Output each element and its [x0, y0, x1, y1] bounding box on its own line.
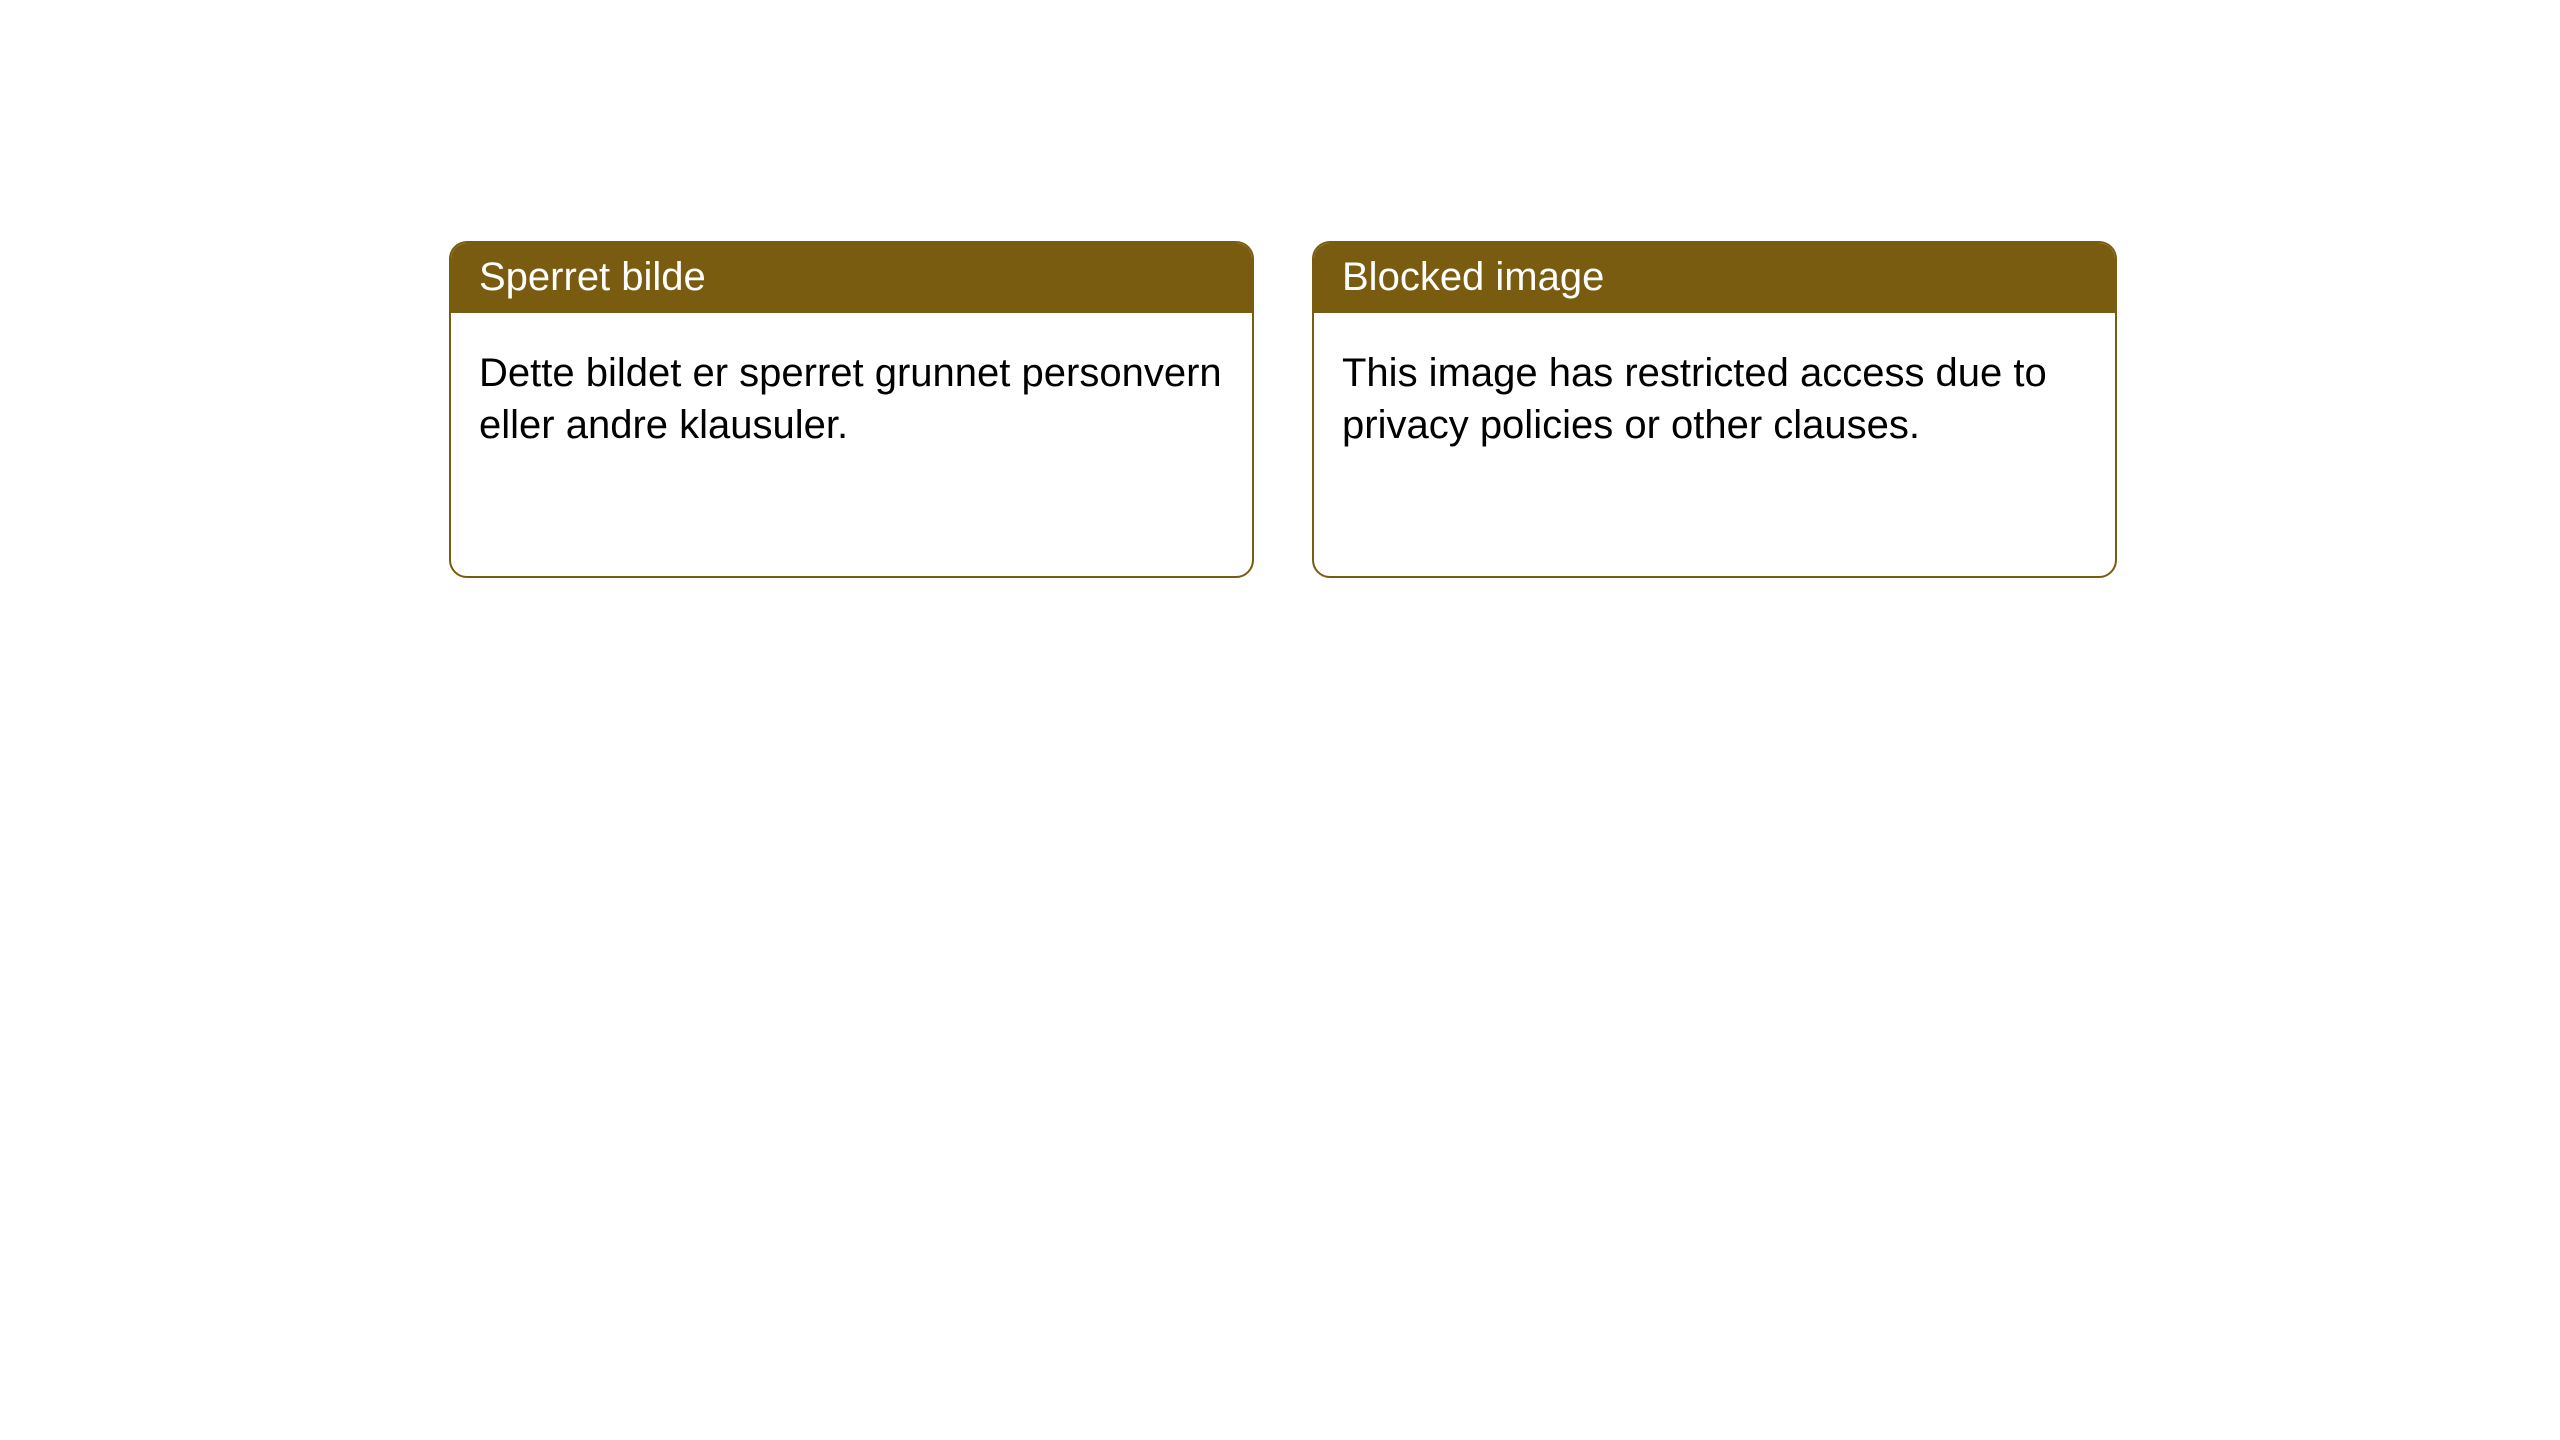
card-body-english: This image has restricted access due to … [1314, 313, 2115, 576]
card-header-english: Blocked image [1314, 243, 2115, 313]
notice-card-norwegian: Sperret bilde Dette bildet er sperret gr… [449, 241, 1254, 578]
notice-card-english: Blocked image This image has restricted … [1312, 241, 2117, 578]
notice-cards-container: Sperret bilde Dette bildet er sperret gr… [449, 241, 2117, 578]
card-header-norwegian: Sperret bilde [451, 243, 1252, 313]
card-body-norwegian: Dette bildet er sperret grunnet personve… [451, 313, 1252, 576]
